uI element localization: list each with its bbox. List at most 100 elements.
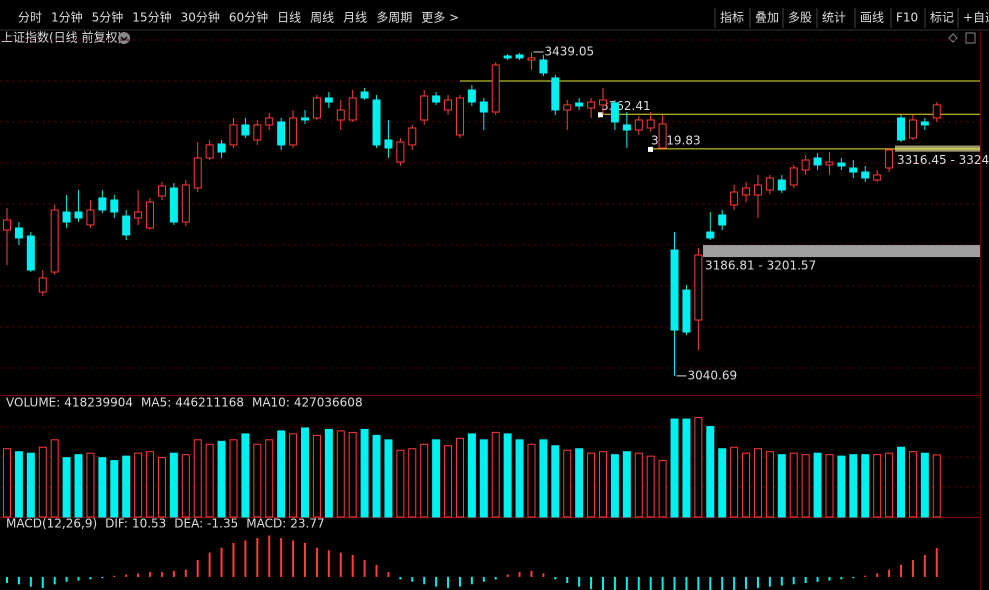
candle-body (730, 191, 739, 206)
gap-zone-label: 3186.81 - 3201.57 (705, 259, 816, 273)
volume-bar (861, 454, 870, 518)
volume-bar (348, 431, 357, 518)
tool-button[interactable]: 统计 (822, 11, 846, 25)
volume-bar (622, 451, 631, 518)
volume-bar (289, 433, 298, 518)
candle-body (539, 59, 548, 74)
candle-body (897, 117, 905, 141)
period-tab[interactable]: 1分钟 (51, 10, 83, 25)
candle-body (670, 249, 679, 331)
volume-bar (837, 455, 846, 518)
period-tab[interactable]: 15分钟 (132, 10, 171, 25)
volume-bar (336, 430, 345, 518)
volume-bar (384, 439, 393, 518)
gap-zone (703, 245, 980, 258)
candle-body (229, 124, 238, 146)
candle-body (444, 99, 453, 111)
indicator-name: MA10: (252, 396, 290, 410)
window-icon[interactable] (965, 32, 976, 44)
volume-bar (86, 452, 95, 518)
candle-body (408, 127, 417, 146)
level-handle (598, 112, 603, 118)
candle-body (265, 117, 274, 126)
volume-bar (455, 437, 464, 518)
indicator-value: 446211168 (175, 396, 244, 410)
candle-body (849, 167, 858, 173)
candle-body (527, 57, 536, 61)
title-menu-chevron (120, 36, 128, 42)
volume-bar (575, 448, 584, 518)
volume-bar (587, 452, 596, 518)
indicator-name: MACD: (246, 517, 286, 531)
indicator-value: 427036608 (294, 396, 363, 410)
period-tab[interactable]: 月线 (343, 11, 367, 25)
volume-bar (873, 454, 882, 518)
level-handle (648, 146, 653, 152)
period-tab[interactable]: 分时 (18, 11, 42, 25)
tool-button[interactable]: +自选 (963, 11, 989, 25)
indicator-value: 418239904 (64, 396, 133, 410)
candle-body (420, 95, 429, 121)
candle-body (575, 102, 584, 107)
volume-bar (157, 457, 166, 518)
candle-body (825, 161, 834, 166)
candle-body (682, 289, 691, 333)
candle-body (157, 185, 166, 197)
candle-body (277, 121, 286, 146)
candle-body (646, 119, 655, 129)
volume-bar (444, 445, 453, 518)
volume-bar (682, 418, 691, 518)
candle-body (718, 214, 727, 226)
volume-bar (324, 428, 333, 518)
volume-bar (694, 417, 703, 518)
expand-icon[interactable] (948, 33, 958, 43)
volume-bar (432, 439, 441, 518)
volume-bar (706, 425, 715, 518)
candle-body (98, 197, 107, 211)
candle-body (789, 167, 798, 186)
tool-button[interactable]: 叠加 (755, 11, 779, 25)
gap-zone-label: 3316.45 - 3324 (897, 153, 989, 167)
candle-body (706, 231, 715, 239)
candle-body (134, 211, 143, 219)
volume-bar (658, 460, 667, 518)
candle-body (861, 171, 870, 179)
volume-bar (777, 454, 786, 518)
candle-body (312, 97, 321, 119)
volume-bar (277, 430, 286, 518)
candle-body (110, 199, 119, 213)
level-label: 3362.41 (601, 99, 651, 113)
candle-body (491, 64, 500, 113)
volume-bar (527, 443, 536, 518)
indicator-value: 23.77 (290, 517, 324, 531)
candle-body (181, 184, 190, 223)
candle-body (563, 104, 572, 111)
period-tab[interactable]: 30分钟 (181, 10, 220, 25)
period-tab[interactable]: 多周期 (376, 11, 412, 25)
tool-button[interactable]: 标记 (930, 11, 954, 25)
volume-bar (825, 454, 834, 518)
period-tab[interactable]: 60分钟 (229, 10, 268, 25)
candle-body (920, 121, 929, 126)
candle-body (253, 124, 262, 141)
candle-body (932, 104, 941, 119)
volume-bar (813, 452, 822, 518)
period-tab[interactable]: 5分钟 (92, 10, 124, 25)
volume-bar (396, 449, 405, 518)
period-tab[interactable]: 周线 (310, 11, 334, 25)
level-label: 3319.83 (651, 133, 701, 147)
tool-button[interactable]: 画线 (860, 11, 884, 25)
title-menu-icon[interactable] (118, 32, 130, 44)
candle-body (62, 211, 71, 223)
volume-bar (539, 439, 548, 518)
tool-button[interactable]: 指标 (720, 10, 744, 25)
period-tab[interactable]: 日线 (277, 11, 301, 25)
tool-button[interactable]: F10 (896, 11, 918, 25)
volume-bar (253, 443, 262, 518)
period-tab[interactable]: 更多 > (421, 11, 459, 25)
tool-button[interactable]: 多股 (788, 11, 812, 25)
candle-body (205, 144, 214, 159)
candle-body (634, 119, 643, 131)
candle-body (38, 277, 47, 293)
